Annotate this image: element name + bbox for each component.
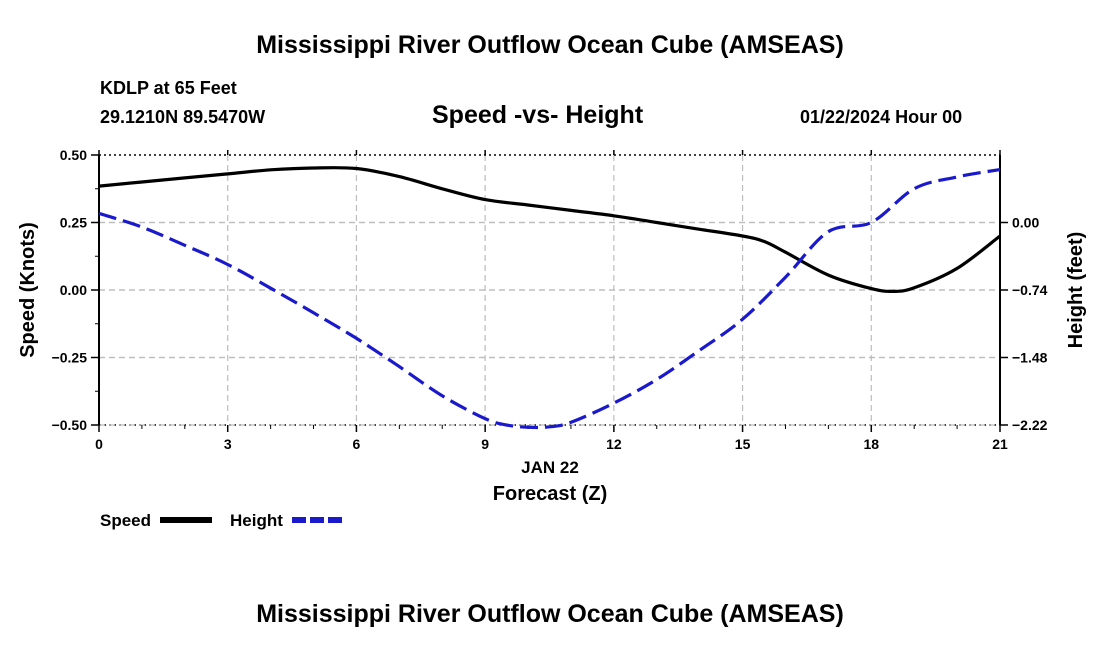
y-left-tick-label: 0.50 — [60, 147, 87, 163]
chart-series — [98, 166, 1001, 430]
y-left-tick-label: −0.25 — [52, 350, 88, 366]
date-label: 01/22/2024 Hour 00 — [800, 107, 963, 127]
height-series-line — [98, 168, 1001, 430]
y-right-tick-label: 0.00 — [1012, 215, 1039, 231]
x-tick-label: 0 — [95, 436, 103, 452]
legend-height-label: Height — [230, 511, 283, 530]
chart-legend: Speed Height — [100, 511, 342, 530]
y-left-tick-label: 0.25 — [60, 215, 87, 231]
chart-ticks: 0 3 6 9 12 15 18 21 −0.50 −0.25 0.00 0.25 0.50 0.00 −0… — [52, 147, 1048, 452]
y-left-tick-label: 0.00 — [60, 282, 87, 298]
x-tick-label: 12 — [606, 436, 622, 452]
chart-title-top: Mississippi River Outflow Ocean Cube (AM… — [256, 31, 844, 59]
x-tick-label: 9 — [481, 436, 489, 452]
x-tick-label: 15 — [735, 436, 751, 452]
y-right-tick-label: −1.48 — [1012, 350, 1048, 366]
x-axis-label: Forecast (Z) — [493, 483, 607, 505]
chart-labels: JAN 22 Forecast (Z) Speed (Knots) Height… — [17, 222, 1087, 505]
y-right-tick-label: −2.22 — [1012, 417, 1048, 433]
x-axis-date-label: JAN 22 — [521, 458, 579, 477]
x-tick-label: 3 — [224, 436, 232, 452]
speed-series-line — [98, 166, 1001, 294]
station-label: KDLP at 65 Feet — [100, 78, 237, 98]
chart-title-bottom: Mississippi River Outflow Ocean Cube (AM… — [256, 600, 844, 628]
x-tick-label: 21 — [992, 436, 1008, 452]
location-label: 29.1210N 89.5470W — [100, 107, 266, 127]
y-axis-right-label: Height (feet) — [1065, 232, 1087, 349]
chart-subtitle: Speed -vs- Height — [432, 101, 644, 129]
x-tick-label: 18 — [863, 436, 879, 452]
legend-speed-label: Speed — [100, 511, 151, 530]
y-axis-left-label: Speed (Knots) — [17, 222, 39, 358]
chart-grid — [99, 154, 1000, 426]
y-right-tick-label: −0.74 — [1012, 282, 1048, 298]
y-left-tick-label: −0.50 — [52, 417, 88, 433]
x-tick-label: 6 — [353, 436, 361, 452]
